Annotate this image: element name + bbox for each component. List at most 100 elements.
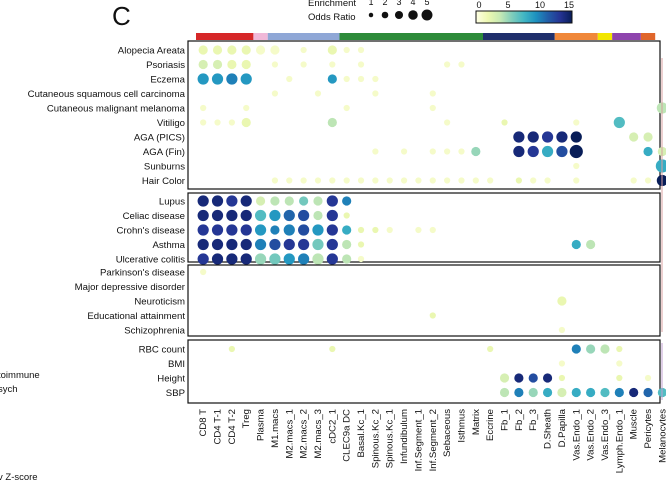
column-label: Sebaceous (442, 409, 453, 457)
dot (573, 119, 580, 126)
dot (544, 177, 551, 184)
dot (254, 253, 267, 265)
row-label: Schizophrenia (124, 326, 185, 337)
dot (613, 116, 625, 129)
celltype-group-segment (196, 33, 254, 40)
dot (616, 360, 623, 367)
dot (226, 253, 238, 265)
colorbar (475, 10, 573, 24)
dot (200, 268, 207, 276)
dot (571, 239, 581, 250)
dot (372, 148, 379, 155)
row-label: Alopecia Areata (118, 46, 186, 57)
celltype-group-segment (483, 33, 555, 40)
column-label: Isthmus (456, 409, 467, 443)
dot (655, 159, 666, 173)
celltype-group-segment (554, 33, 598, 40)
dot (530, 177, 537, 184)
column-label: CD8 T (198, 409, 209, 437)
dot (458, 177, 465, 184)
dot (386, 177, 393, 184)
dot (255, 196, 266, 206)
dot (357, 46, 365, 54)
column-label: Inf.Segment_2 (428, 409, 439, 471)
dot (326, 238, 338, 251)
dot (329, 177, 336, 184)
dot (327, 45, 337, 55)
size-legend-tick: 2 (382, 0, 387, 7)
column-label: Muscle (629, 409, 640, 439)
dot (586, 387, 596, 398)
column-label: D.Papilla (557, 408, 568, 447)
dot (644, 374, 652, 382)
dot (458, 148, 465, 155)
dot (600, 344, 610, 354)
dot (357, 226, 365, 234)
size-legend-dot (421, 9, 433, 21)
dot (197, 238, 209, 251)
odds-ratio-label: Odds Ratio (308, 12, 356, 23)
column-labels: CD8 T CD4 T-1 CD4 T-2 Treg Plasma M1.macs M2.m… (198, 408, 666, 473)
celltype-group-segment (267, 33, 340, 40)
dot (614, 387, 624, 398)
dot (429, 104, 436, 112)
column-label: CD4 T-2 (227, 409, 238, 445)
dot (211, 238, 224, 251)
dot (569, 144, 583, 159)
dot (226, 195, 238, 207)
colorbar-tick-label: 0 (476, 0, 481, 10)
row-labels: Alopecia Areata Psoriasis Eczema Cutaneous … (28, 46, 186, 400)
dot (254, 238, 267, 251)
dot (270, 196, 280, 206)
dot (243, 104, 250, 112)
dot (342, 239, 352, 250)
row-label: Major depressive disorder (75, 282, 186, 293)
dot (226, 209, 238, 222)
dot-panels (187, 40, 666, 404)
size-legend: Enrichment Odds Ratio 1 2 3 4 5 (308, 0, 433, 23)
dot (444, 177, 451, 184)
dot (415, 177, 422, 184)
dot (342, 196, 352, 206)
dot (528, 373, 538, 383)
dot (226, 73, 238, 85)
column-label: Spinous.Kc_2 (370, 409, 381, 468)
dot (629, 132, 639, 142)
row-label: Cutaneous malignant melanoma (47, 104, 186, 115)
row-label: Ulcerative colitis (116, 255, 186, 266)
left-clipped-psych: sych (0, 384, 18, 395)
dot (415, 226, 422, 234)
size-legend-tick: 3 (396, 0, 401, 7)
dot (558, 326, 566, 334)
size-legend-dot (408, 10, 418, 20)
celltype-group-segment (339, 33, 483, 40)
dot (226, 224, 238, 236)
row-label: Asthma (152, 240, 185, 251)
dot (557, 387, 567, 398)
dot (283, 209, 295, 222)
column-label: Infundibulum (399, 409, 410, 464)
dot (643, 387, 653, 398)
column-label: Basal.Kc_1 (356, 409, 367, 458)
dot (372, 90, 379, 97)
column-label: Vas.Endo_2 (586, 409, 597, 461)
column-label: Vas.Endo_1 (571, 409, 582, 461)
size-legend-tick: 5 (424, 0, 429, 7)
dot (298, 253, 310, 265)
left-clipped-zscore: v Z-score (0, 472, 38, 483)
size-legend-tick: 1 (368, 0, 373, 7)
row-label: Psoriasis (146, 60, 185, 71)
dot (326, 209, 338, 222)
row-label: Hair Color (142, 176, 186, 187)
dot (313, 196, 323, 206)
dot (254, 209, 267, 222)
dot (513, 131, 525, 143)
color-legend: 0 5 10 15 (475, 0, 574, 24)
dot (542, 387, 553, 398)
dot (326, 195, 338, 207)
panel-label: C (112, 1, 131, 31)
dot (499, 373, 510, 383)
dot (586, 344, 596, 354)
column-label: M2.macs_1 (284, 409, 295, 459)
